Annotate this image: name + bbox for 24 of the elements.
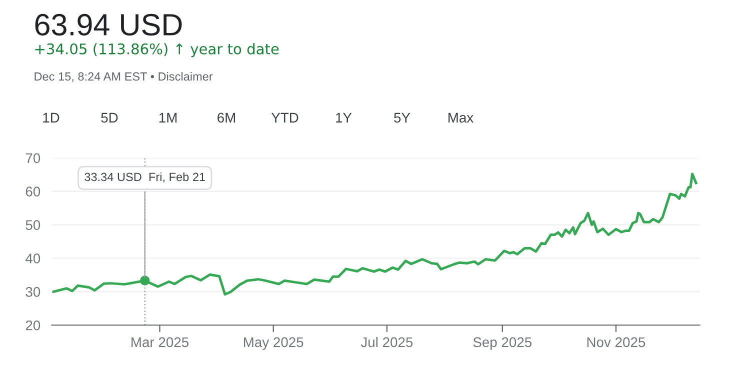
x-tick-label: Jul 2025 [360,336,413,348]
text: Max [448,112,474,123]
y-tick-label: 70 [26,153,40,164]
y-tick-label: 20 [26,320,40,330]
line-series [52,172,698,296]
text: 1D [43,112,60,122]
text: Dec 15, 8:24 AM EST • Disclaimer [34,72,213,82]
x-tick-label: May 2025 [244,337,304,350]
chart-title: 63.94 USD [35,14,182,36]
y-tick-label: 50 [26,220,40,230]
annotation: 33.34 USD Fri, Feb 21 [84,172,205,183]
chart-subtitle: +34.05 (113.86%) ↑ year to date [35,43,279,58]
y-tick-label: 30 [26,287,40,297]
x-tick-label: Nov 2025 [587,337,646,348]
text: YTD [271,112,298,122]
text: 5D [101,112,118,123]
text: 1M [159,112,177,122]
x-tick-label: Mar 2025 [132,337,189,348]
y-tick-label: 40 [26,254,40,264]
x-tick-label: Sep 2025 [473,337,532,350]
text: 5Y [394,112,410,123]
text: 6M [218,112,236,123]
y-tick-label: 60 [26,186,40,196]
text: 1Y [336,112,352,122]
